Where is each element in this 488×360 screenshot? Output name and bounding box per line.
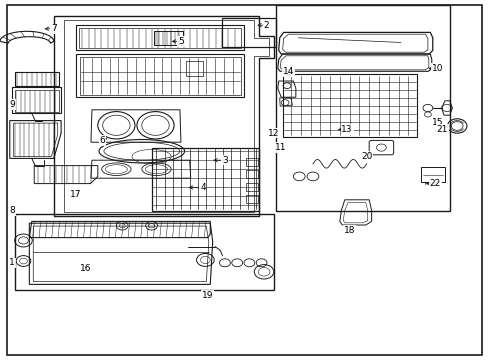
Bar — [276, 5, 449, 211]
Text: 7: 7 — [51, 24, 57, 33]
Bar — [15, 72, 59, 86]
Text: 18: 18 — [343, 226, 355, 235]
Text: 15: 15 — [431, 118, 443, 127]
Text: 3: 3 — [222, 156, 227, 165]
Text: 13: 13 — [341, 125, 352, 134]
Bar — [245, 183, 258, 191]
Bar — [222, 18, 276, 47]
Bar — [79, 28, 240, 48]
Text: 2: 2 — [263, 21, 269, 30]
Text: 12: 12 — [267, 129, 279, 138]
Bar — [15, 90, 59, 112]
Text: 9: 9 — [9, 100, 15, 109]
Text: 10: 10 — [431, 64, 443, 73]
Text: 20: 20 — [360, 152, 372, 161]
Text: 8: 8 — [9, 206, 15, 215]
Bar — [282, 74, 416, 137]
Bar — [151, 148, 259, 211]
Text: 16: 16 — [80, 264, 91, 273]
Bar — [76, 54, 244, 97]
Bar — [154, 31, 183, 45]
Text: 6: 6 — [100, 136, 105, 145]
Text: 14: 14 — [282, 68, 294, 77]
Bar — [12, 87, 61, 113]
Bar — [245, 158, 258, 166]
Text: 17: 17 — [70, 190, 81, 199]
Text: 4: 4 — [200, 184, 205, 192]
Bar — [80, 57, 241, 95]
Bar — [420, 167, 444, 182]
Text: 5: 5 — [178, 37, 183, 46]
Text: 22: 22 — [428, 179, 440, 188]
Text: 19: 19 — [202, 291, 213, 300]
Bar — [76, 25, 244, 50]
Bar — [185, 61, 203, 76]
Text: 21: 21 — [436, 125, 447, 134]
Bar — [15, 214, 273, 290]
Text: 11: 11 — [275, 143, 286, 152]
Text: 1: 1 — [9, 258, 15, 267]
Bar — [245, 195, 258, 203]
Bar — [245, 170, 258, 178]
